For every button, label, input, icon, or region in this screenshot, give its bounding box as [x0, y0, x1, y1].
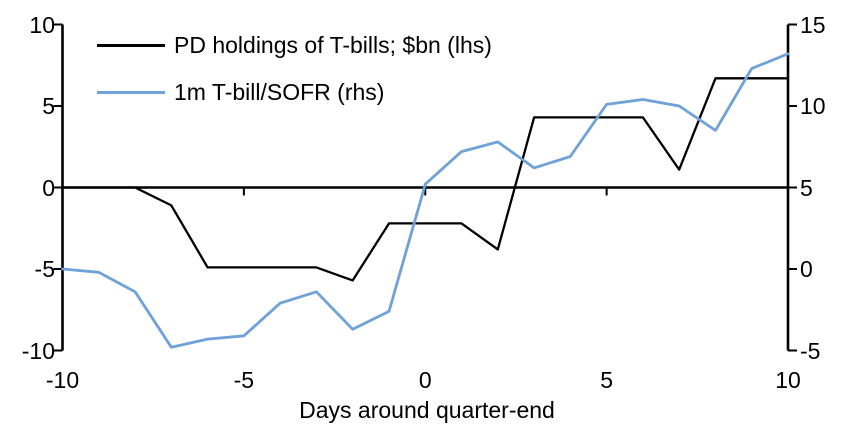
- legend-line-swatch-black: [97, 44, 165, 47]
- x-axis-title: Days around quarter-end: [299, 397, 555, 423]
- x-axis-tick-label: 0: [418, 367, 432, 393]
- x-axis-tick-label: 10: [775, 367, 801, 393]
- right-axis-tick-label: -5: [800, 337, 821, 364]
- legend-line-swatch-blue: [97, 91, 165, 94]
- x-axis-tick-label: -10: [45, 367, 80, 393]
- left-axis-tick-label: -5: [34, 256, 55, 282]
- right-axis-tick-label: 10: [800, 93, 826, 119]
- right-axis-tick-label: 0: [800, 256, 813, 282]
- legend-item-pd-holdings: PD holdings of T-bills; $bn (lhs): [97, 22, 492, 69]
- legend-label-tbill-sofr: 1m T-bill/SOFR (rhs): [174, 79, 385, 105]
- right-axis-tick-label: 5: [800, 174, 813, 201]
- left-axis-tick-label: 5: [42, 93, 55, 119]
- left-axis-tick-label: 0: [42, 174, 55, 201]
- left-axis-tick-label: -10: [21, 337, 55, 364]
- x-axis-tick-label: 5: [600, 367, 614, 393]
- legend: PD holdings of T-bills; $bn (lhs) 1m T-b…: [97, 22, 492, 116]
- series-line-tbill-sofr: [61, 52, 790, 349]
- right-axis-tick-label: 15: [800, 11, 826, 38]
- legend-label-pd-holdings: PD holdings of T-bills; $bn (lhs): [174, 32, 492, 58]
- left-axis-tick-label: 10: [29, 11, 55, 38]
- series-group: [61, 52, 790, 349]
- series-line-pd-holdings: [61, 77, 790, 282]
- legend-item-tbill-sofr: 1m T-bill/SOFR (rhs): [97, 69, 492, 116]
- x-axis-tick-label: -5: [233, 367, 255, 393]
